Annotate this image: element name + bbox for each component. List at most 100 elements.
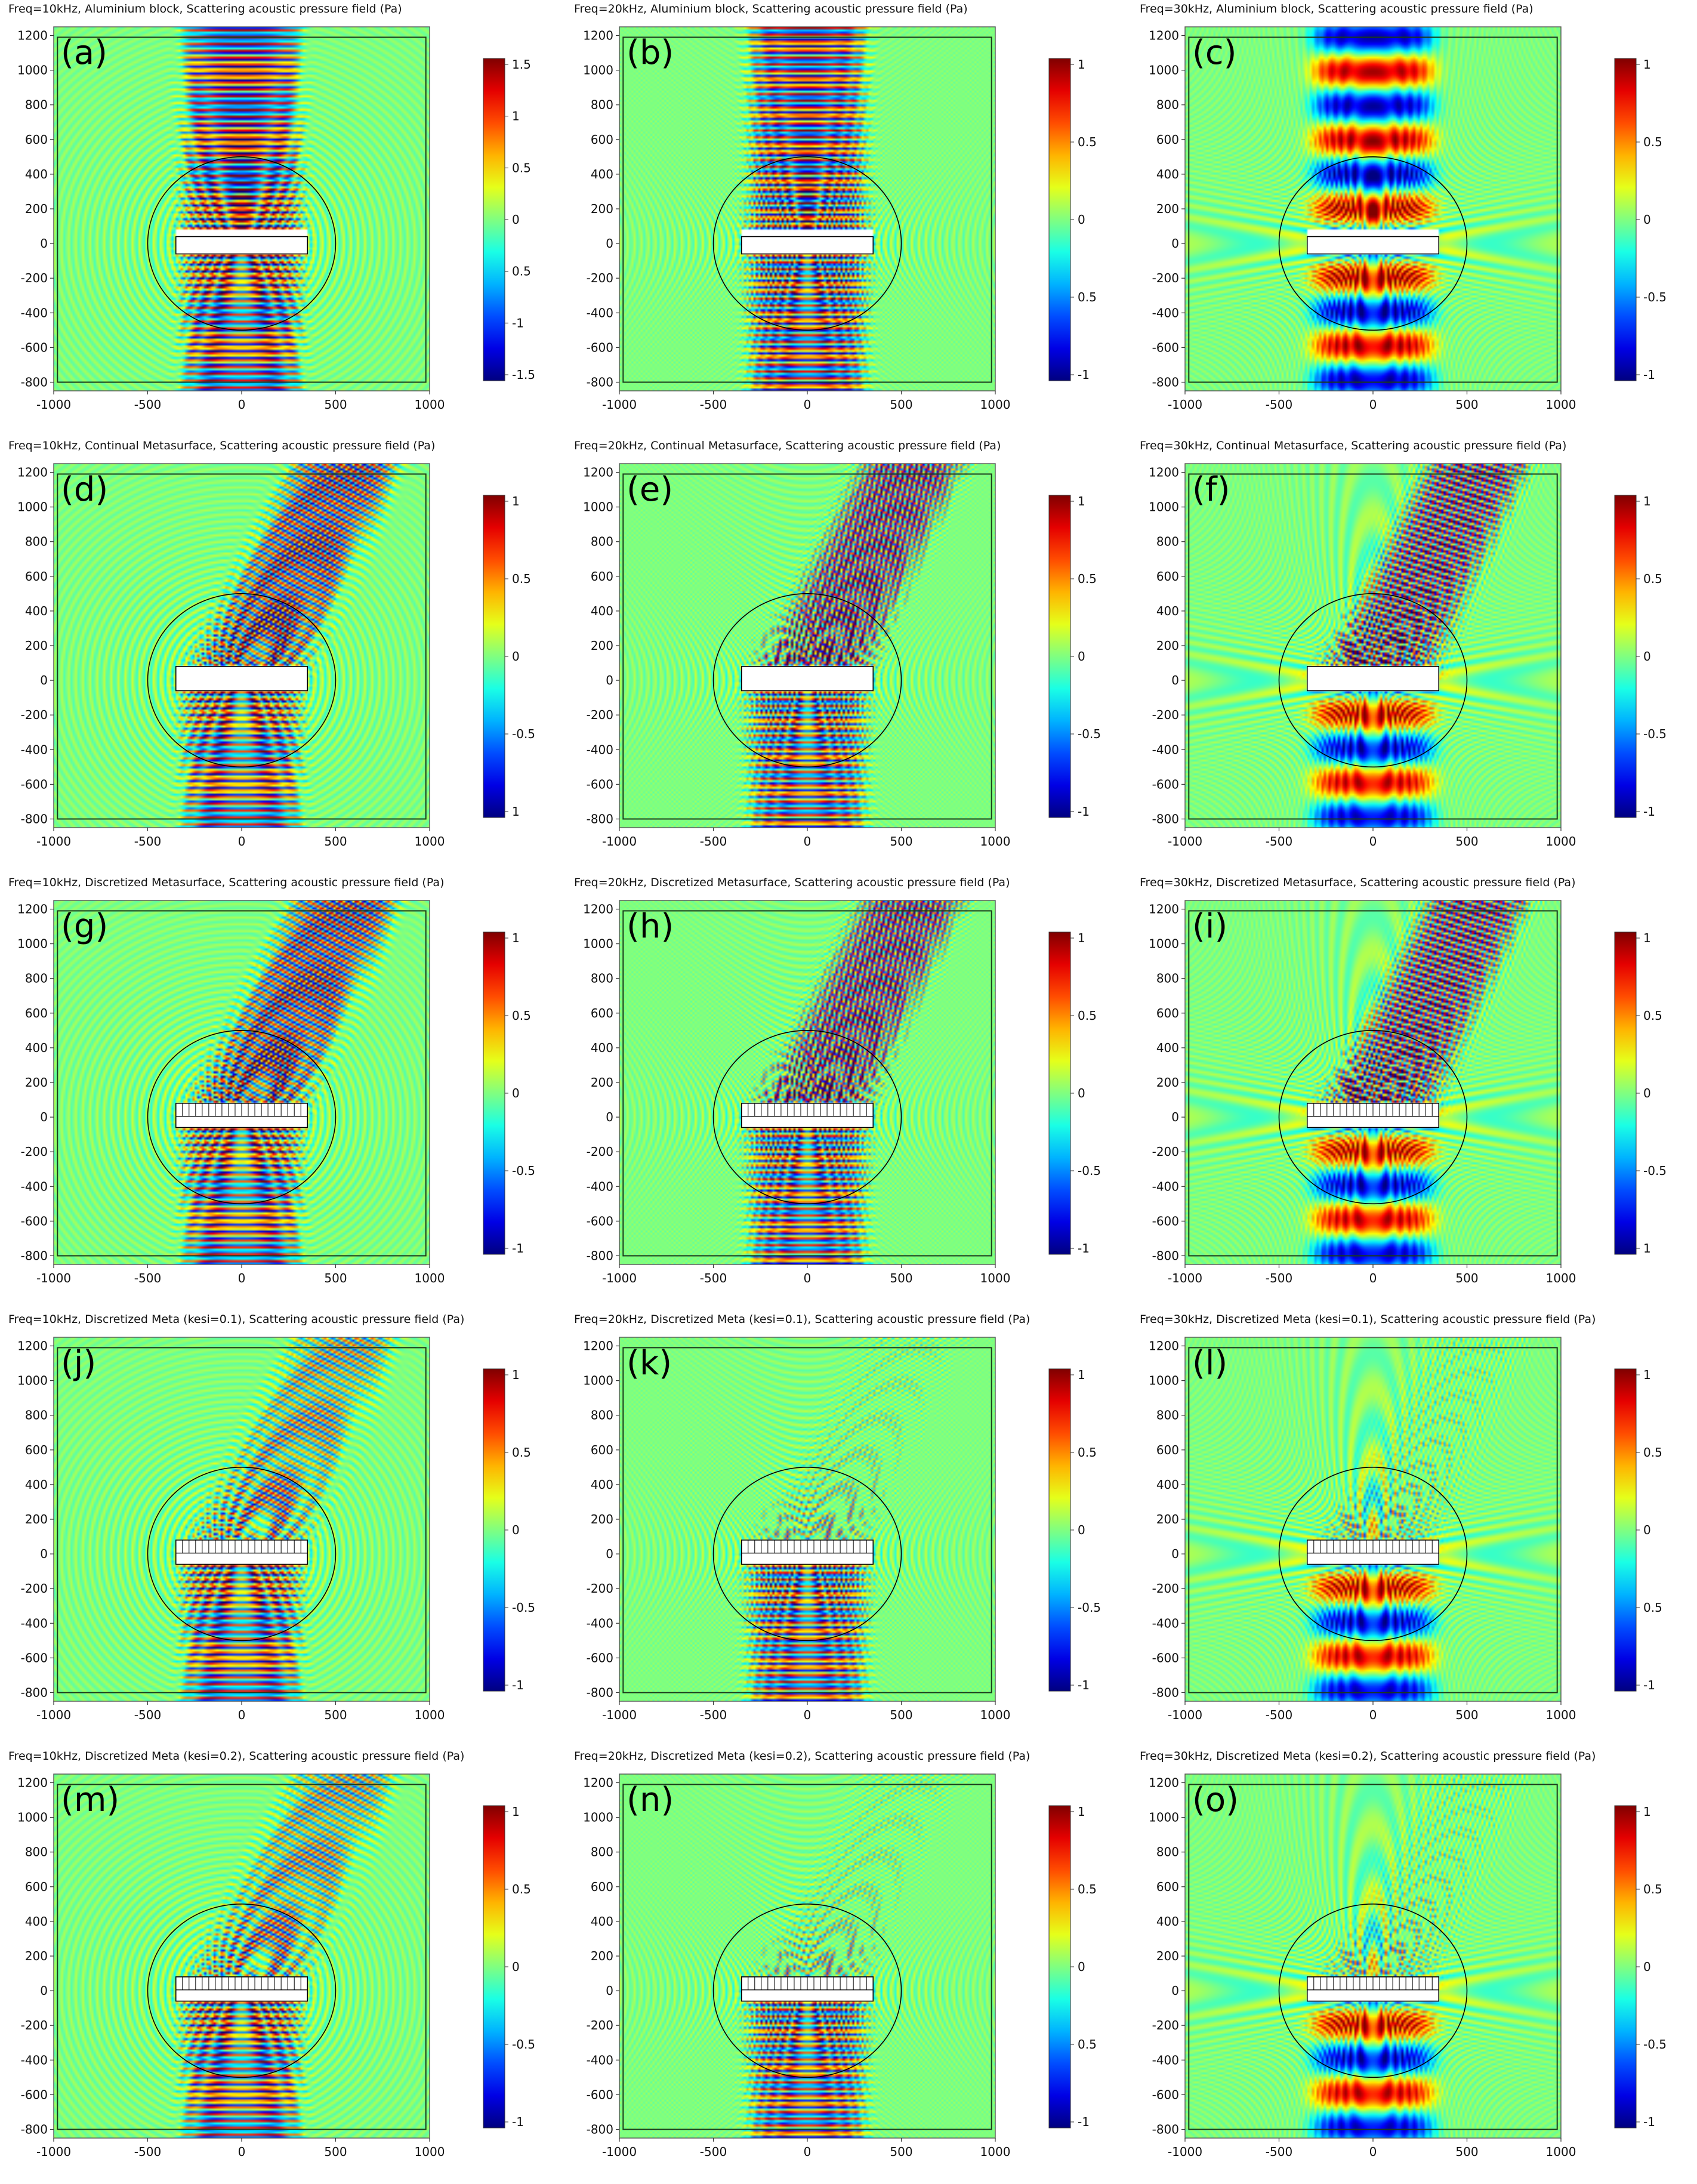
y-tick-label: 0 [606, 1984, 613, 1998]
y-tick-label: -800 [1152, 1685, 1179, 1699]
colorbar-tick-label: -0.5 [512, 1600, 535, 1615]
y-tick-label: 0 [1171, 1110, 1179, 1124]
chart-panel: Freq=30kHz, Discretized Meta (kesi=0.1),… [1131, 1310, 1697, 1747]
x-tick-label: 1000 [415, 834, 445, 849]
panel-label: (j) [61, 1344, 96, 1383]
panel-label: (c) [1192, 33, 1236, 72]
domain-boundary [622, 473, 992, 820]
y-tick-label: -400 [587, 306, 613, 320]
pressure-field-heatmap [619, 27, 995, 391]
y-tick-label: -200 [587, 2018, 613, 2032]
pressure-field-heatmap [1185, 464, 1561, 828]
y-tick-label: -400 [587, 1179, 613, 1193]
colorbar-tick-label: 0 [1643, 649, 1651, 664]
x-tick-label: -1000 [1168, 834, 1202, 849]
y-tick-label: 200 [25, 1075, 48, 1090]
colorbar-tick-label: 0.5 [1078, 1445, 1097, 1460]
y-tick-label: -400 [21, 2053, 48, 2067]
colorbar-tick-label: -1 [1643, 1678, 1655, 1692]
y-tick-label: 1000 [1149, 1810, 1179, 1825]
colorbar-tick-label: 1 [512, 1368, 520, 1382]
x-tick-label: 1000 [415, 1708, 445, 1722]
colorbar [483, 58, 505, 381]
colorbar [1614, 1805, 1637, 2129]
colorbar-tick-label: 1 [1078, 931, 1085, 945]
y-tick-label: 1000 [17, 1374, 48, 1388]
y-tick-label: 800 [25, 98, 48, 112]
y-tick-label: 800 [25, 971, 48, 986]
y-tick-label: 400 [1156, 604, 1179, 618]
x-tick-label: 0 [804, 2145, 812, 2159]
y-tick-label: -800 [21, 375, 48, 389]
chart-panel: Freq=10kHz, Discretized Metasurface, Sca… [0, 874, 566, 1310]
pressure-field-heatmap [619, 1774, 995, 2138]
colorbar-tick-label: 0.5 [512, 1445, 531, 1460]
domain-boundary [57, 473, 427, 820]
y-tick-label: -800 [21, 1685, 48, 1699]
colorbar-tick-label: 0 [1078, 649, 1085, 664]
x-tick-label: 1000 [1546, 397, 1576, 412]
y-tick-label: 0 [40, 1984, 48, 1998]
y-tick-label: -400 [587, 2053, 613, 2067]
panel-title: Freq=20kHz, Discretized Meta (kesi=0.1),… [574, 1313, 1030, 1326]
chart-panel: Freq=20kHz, Discretized Meta (kesi=0.2),… [566, 1747, 1131, 2184]
panel-label: (k) [627, 1344, 672, 1383]
y-tick-label: -200 [1152, 271, 1179, 285]
x-tick-label: 1000 [980, 1271, 1011, 1285]
colorbar-tick-label: 0.5 [512, 572, 531, 586]
x-tick-label: -1000 [602, 1708, 637, 1722]
y-tick-label: -600 [1152, 1651, 1179, 1665]
domain-boundary [1188, 910, 1558, 1257]
x-tick-label: 1000 [415, 397, 445, 412]
chart-panel: Freq=30kHz, Discretized Meta (kesi=0.2),… [1131, 1747, 1697, 2184]
x-tick-label: -500 [134, 397, 161, 412]
colorbar-tick-label: -0.5 [512, 727, 535, 741]
y-tick-label: 1000 [17, 937, 48, 951]
x-tick-label: 0 [1369, 397, 1377, 412]
y-tick-label: 1200 [583, 1339, 613, 1353]
colorbar-tick-label: 1 [512, 804, 520, 819]
x-tick-label: -1000 [1168, 1271, 1202, 1285]
colorbar-tick-label: -0.5 [512, 2037, 535, 2052]
domain-boundary [57, 1784, 427, 2130]
y-tick-label: -200 [1152, 1581, 1179, 1596]
x-tick-label: 500 [1455, 834, 1478, 849]
x-tick-label: -1000 [602, 2145, 637, 2159]
panel-title: Freq=20kHz, Continual Metasurface, Scatt… [574, 439, 1001, 452]
chart-svg: -800-600-400-200020040060080010001200-10… [583, 900, 1101, 1285]
panel-label: (b) [627, 33, 674, 72]
x-tick-label: -500 [700, 834, 727, 849]
x-tick-label: 0 [238, 1271, 246, 1285]
x-tick-label: -500 [134, 1271, 161, 1285]
panel-label: (d) [61, 470, 108, 509]
colorbar-tick-label: 0.5 [1643, 1445, 1662, 1460]
x-tick-label: 500 [890, 1708, 912, 1722]
y-tick-label: -200 [1152, 1145, 1179, 1159]
circular-region [1278, 593, 1468, 768]
pressure-field-heatmap [619, 464, 995, 828]
colorbar-tick-label: -1 [1078, 804, 1090, 819]
y-tick-label: 400 [25, 167, 48, 181]
y-tick-label: 1200 [1149, 902, 1179, 917]
panel-title: Freq=20kHz, Aluminium block, Scattering … [574, 2, 968, 16]
y-tick-label: 0 [1171, 236, 1179, 251]
y-tick-label: -800 [587, 2122, 613, 2136]
colorbar-tick-label: 0.5 [1078, 1882, 1097, 1896]
chart-panel: Freq=30kHz, Discretized Metasurface, Sca… [1131, 874, 1697, 1310]
colorbar-tick-label: 1 [1643, 1241, 1651, 1256]
colorbar-tick-label: -1 [1643, 368, 1655, 382]
y-tick-label: 200 [591, 1949, 613, 1963]
chart-svg: -800-600-400-200020040060080010001200-10… [1149, 463, 1667, 849]
y-tick-label: -400 [1152, 306, 1179, 320]
chart-svg: -800-600-400-200020040060080010001200-10… [583, 1773, 1097, 2159]
colorbar [1048, 931, 1071, 1255]
colorbar [483, 1368, 505, 1692]
y-tick-label: -800 [587, 1685, 613, 1699]
x-tick-label: 500 [890, 1271, 912, 1285]
x-tick-label: 1000 [1546, 834, 1576, 849]
y-tick-label: 200 [591, 202, 613, 216]
x-tick-label: 500 [324, 1271, 347, 1285]
y-tick-label: 1000 [583, 1810, 613, 1825]
y-tick-label: 800 [1156, 535, 1179, 549]
colorbar [1048, 58, 1071, 381]
